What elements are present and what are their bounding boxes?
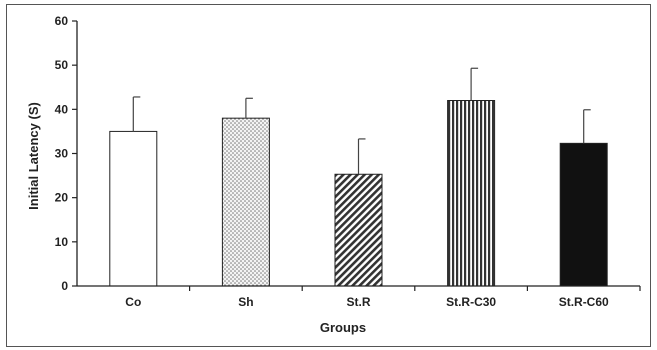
x-tick-label: Sh [238,295,253,309]
bar-st-r-c60 [559,142,608,287]
x-axis-ticks: Co Sh St.R St.R-C30 St.R-C60 [125,286,641,309]
y-tick-label: 40 [55,102,69,116]
bar-co [109,130,158,287]
y-tick-label: 60 [55,14,69,28]
bars [109,100,608,287]
y-tick-label: 20 [55,191,69,205]
y-tick-label: 50 [55,58,69,72]
bar-st-r [334,173,383,287]
x-tick-label: St.R [347,295,371,309]
y-axis-ticks: 0 10 20 30 40 50 60 [55,14,77,293]
y-tick-label: 30 [55,147,69,161]
y-tick-label: 10 [55,235,69,249]
x-tick-label: St.R-C60 [559,295,609,309]
chart-frame [6,4,651,347]
bar-st-r-c30 [447,100,496,287]
bar-sh [221,117,270,287]
x-tick-label: St.R-C30 [446,295,496,309]
error-bars [132,67,591,175]
x-axis-title: Groups [320,320,366,335]
y-tick-label: 0 [61,279,68,293]
y-axis-title: Initial Latency (S) [26,102,41,210]
x-tick-label: Co [125,295,141,309]
